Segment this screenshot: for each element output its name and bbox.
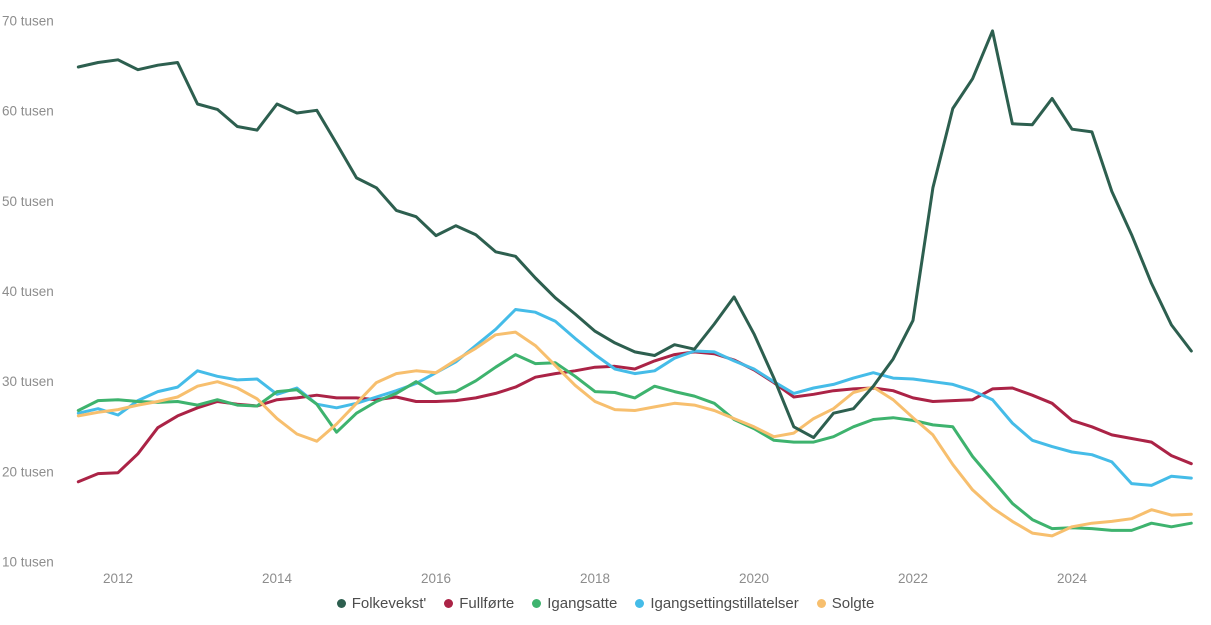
series-line-solgte — [76, 330, 1193, 538]
y-tick-label: 20 tusen — [2, 464, 54, 479]
legend-item-solgte[interactable]: Solgte — [816, 595, 875, 612]
y-tick-label: 70 tusen — [2, 14, 54, 29]
x-tick-label: 2022 — [898, 571, 928, 586]
x-tick-label: 2016 — [421, 571, 451, 586]
series-line-folkevekst — [76, 29, 1193, 440]
legend-label: Folkevekst' — [351, 595, 427, 612]
legend-item-igangsatte[interactable]: Igangsatte — [532, 595, 617, 612]
x-axis-labels: 2012 2014 2016 2018 2020 2022 2024 — [103, 571, 1088, 586]
y-tick-label: 60 tusen — [2, 104, 54, 119]
series-lines — [76, 29, 1193, 538]
x-tick-label: 2020 — [739, 571, 769, 586]
y-tick-label: 10 tusen — [2, 555, 54, 570]
legend-dot-fullforte — [444, 599, 454, 608]
legend-label: Igangsettingstillatelser — [650, 595, 799, 612]
series-line-igangsettingstillatelser — [76, 308, 1193, 487]
x-tick-label: 2012 — [103, 571, 133, 586]
legend-dot-folkevekst — [336, 599, 346, 608]
legend-label: Solgte — [831, 595, 875, 612]
legend-dot-solgte — [816, 599, 826, 608]
legend-dot-igangsatte — [532, 599, 542, 608]
y-tick-label: 50 tusen — [2, 194, 54, 209]
series-line-igangsatte — [76, 353, 1193, 532]
x-tick-label: 2024 — [1057, 571, 1088, 586]
x-tick-label: 2018 — [580, 571, 610, 586]
legend: Folkevekst' Fullførte Igangsatte Igangsetti… — [0, 595, 1211, 612]
legend-label: Fullførte — [459, 595, 515, 612]
legend-item-fullforte[interactable]: Fullførte — [444, 595, 514, 612]
y-tick-label: 30 tusen — [2, 374, 54, 389]
legend-item-igangsettingstillatelser[interactable]: Igangsettingstillatelser — [635, 595, 799, 612]
legend-label: Igangsatte — [547, 595, 618, 612]
y-tick-label: 40 tusen — [2, 284, 54, 299]
legend-item-folkevekst[interactable]: Folkevekst' — [336, 595, 427, 612]
plot-area: 70 tusen 60 tusen 50 tusen 40 tusen 30 tusen… — [2, 14, 1193, 586]
y-axis-labels: 70 tusen 60 tusen 50 tusen 40 tusen 30 tusen… — [2, 14, 54, 570]
series-line-fullforte — [76, 350, 1193, 484]
legend-dot-igangsettingstillatelser — [635, 599, 645, 608]
x-tick-label: 2014 — [262, 571, 293, 586]
